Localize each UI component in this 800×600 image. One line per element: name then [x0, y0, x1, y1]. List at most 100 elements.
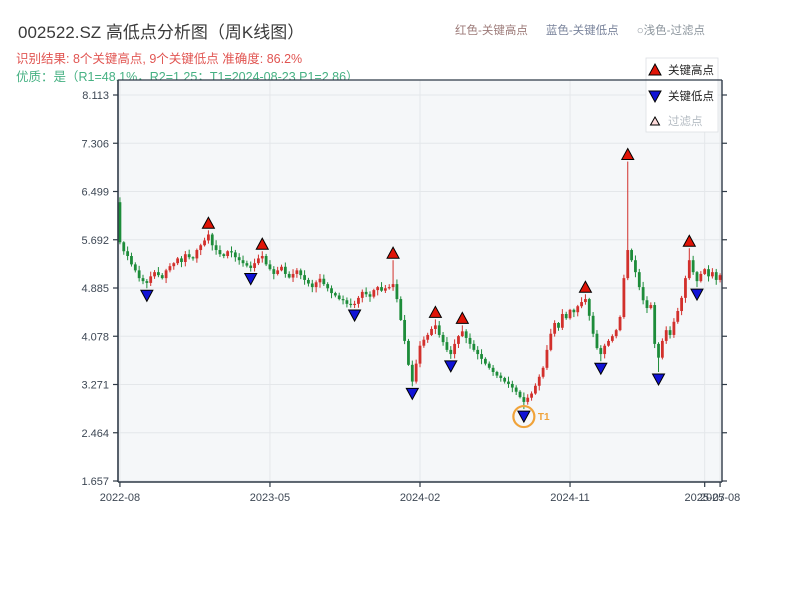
candle-body [610, 336, 614, 341]
candle-body [314, 282, 318, 288]
candle-body [480, 354, 483, 359]
candle-body [591, 315, 595, 334]
candle-body [233, 252, 237, 258]
candle-body [218, 250, 222, 255]
candle-body [257, 258, 260, 264]
candle-body [553, 322, 557, 334]
candle-body [180, 258, 183, 262]
legend-filtered-icon [649, 115, 661, 126]
candle-body [153, 272, 156, 277]
candle-body [303, 275, 306, 280]
candle-body [464, 331, 468, 338]
candle-body [587, 299, 591, 316]
candle-body [660, 340, 664, 358]
candle-body [641, 287, 645, 301]
candle-body [249, 265, 253, 268]
candle-body [230, 251, 233, 253]
candle-body [307, 279, 310, 284]
candle-body [645, 300, 649, 309]
candle-body [441, 334, 445, 343]
candle-body [664, 330, 668, 341]
candle-body [376, 287, 380, 291]
candle-body [695, 272, 699, 282]
candle-body [407, 340, 410, 365]
candle-body [426, 334, 430, 340]
candle-body [253, 263, 256, 268]
candle-body [226, 251, 230, 257]
recognition-result-text: 识别结果: 8个关键高点, 9个关键低点 准确度: 86.2% [16, 52, 303, 66]
candle-body [395, 284, 399, 300]
candle-body [145, 281, 149, 283]
candle-body [283, 266, 287, 274]
candle-body [718, 275, 722, 280]
candle-body [383, 288, 387, 291]
candle-body [634, 260, 637, 273]
candle-body [122, 242, 126, 252]
candle-body [349, 303, 353, 306]
color-key-row: 红色-关键高点 蓝色-关键低点 ○浅色-过滤点 [455, 22, 705, 38]
candle-body [295, 270, 299, 274]
candle-body [330, 288, 333, 294]
candle-body [414, 363, 418, 382]
candle-body [137, 270, 141, 279]
y-tick-label: 4.885 [81, 283, 109, 295]
candle-body [341, 299, 345, 301]
candle-body [403, 319, 407, 341]
candle-body [399, 299, 403, 320]
candle-body [657, 343, 660, 358]
candle-body [337, 295, 341, 300]
key-low-marker [517, 410, 531, 424]
y-tick-label: 4.078 [81, 331, 109, 343]
page-title: 002522.SZ 高低点分析图（周K线图） [18, 23, 305, 42]
key-high-marker [428, 305, 443, 318]
x-tick-label: 2025-07 [685, 492, 725, 504]
candle-body [280, 266, 283, 271]
candle-body [168, 266, 172, 271]
candle-body [484, 358, 487, 364]
candle-body [622, 278, 626, 317]
candle-body [637, 272, 641, 288]
candle-body [457, 336, 460, 344]
candle-body [418, 345, 422, 364]
candle-body [237, 257, 241, 261]
candle-body [322, 278, 326, 285]
key-high-marker [201, 216, 216, 229]
candle-body [491, 367, 495, 373]
candle-body [149, 276, 153, 283]
candle-body [333, 293, 337, 296]
legend-low-icon [648, 90, 662, 104]
candle-body [626, 250, 630, 279]
x-tick-label: 2024-02 [400, 492, 440, 504]
candle-body [710, 272, 714, 277]
y-tick-label: 2.464 [81, 428, 109, 440]
highlight-label: T1 [538, 412, 550, 423]
candle-body [272, 269, 276, 274]
candle-body [437, 325, 441, 335]
candle-body [214, 245, 218, 251]
candle-body [676, 311, 680, 322]
candle-body [345, 300, 349, 304]
candle-body [595, 333, 599, 349]
candle-body [360, 291, 364, 298]
legend-high-icon [648, 62, 662, 76]
candle-body [156, 272, 160, 276]
candle-body [649, 305, 653, 309]
y-tick-label: 1.657 [81, 476, 109, 488]
candle-body [264, 256, 268, 265]
candle-body [291, 273, 295, 278]
candle-body [580, 302, 583, 307]
key-low-marker [405, 387, 420, 401]
key-high-marker [255, 237, 270, 250]
candle-body [630, 250, 633, 261]
legend-item-label: 关键高点 [668, 63, 714, 77]
key-low-marker [347, 309, 362, 323]
key-low-marker [690, 288, 704, 302]
key-high-marker [682, 234, 697, 247]
candle-body [245, 263, 249, 266]
candle-body [422, 339, 426, 346]
candle-body [372, 290, 376, 297]
candle-body [130, 256, 133, 265]
candle-body [468, 337, 472, 344]
candle-body [353, 303, 356, 306]
candle-body [210, 234, 214, 246]
